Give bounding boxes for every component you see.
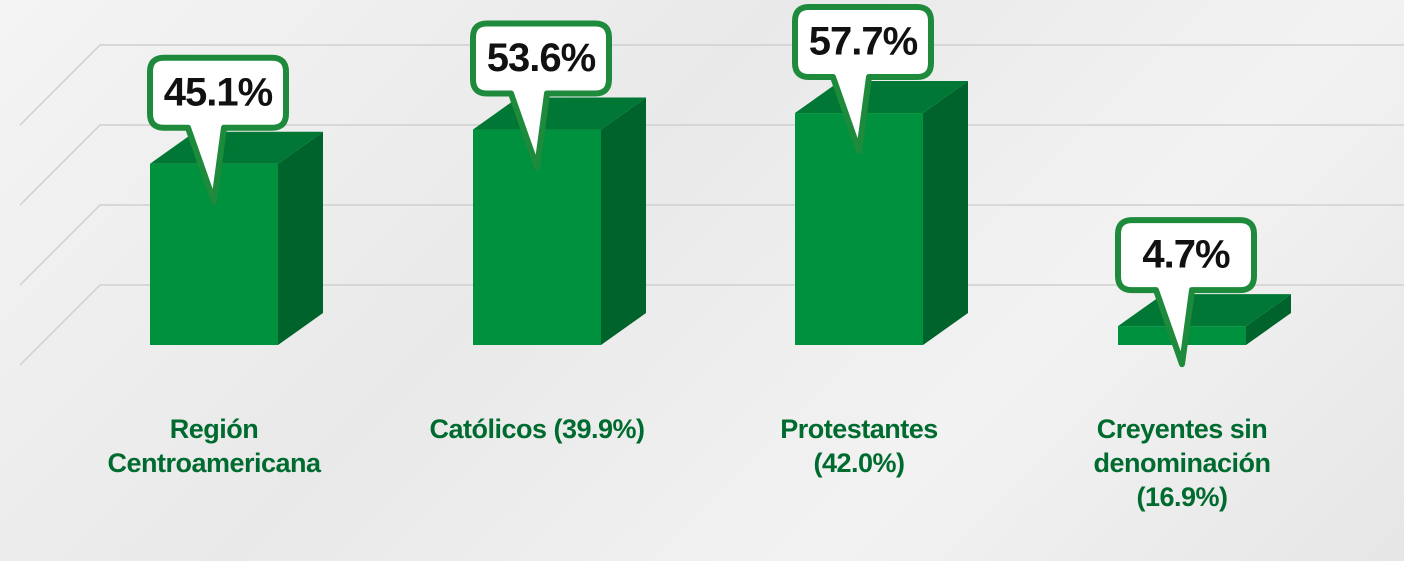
callout: 4.7%: [1115, 217, 1257, 368]
grid: [19, 44, 1404, 366]
grid-line: [19, 284, 1404, 366]
bar: [473, 97, 646, 345]
value-label: 45.1%: [164, 70, 273, 114]
x-tick-label: Protestantes (42.0%): [780, 414, 938, 478]
grid-line: [19, 204, 1404, 286]
callout-bubble: [147, 54, 289, 205]
callout: 57.7%: [792, 4, 934, 155]
bar: [795, 81, 968, 346]
value-label: 57.7%: [809, 20, 918, 64]
callout-bubble: [792, 4, 934, 155]
value-label: 53.6%: [487, 36, 596, 80]
x-tick-label: Católicos (39.9%): [429, 414, 645, 444]
grid-line: [19, 124, 1404, 206]
callout: 45.1%: [147, 54, 289, 205]
callout-bubble: [470, 20, 612, 171]
bar-side: [1246, 294, 1291, 345]
callout: 53.6%: [470, 20, 612, 171]
bar: [1118, 294, 1291, 345]
x-tick-label: Creyentes sin denominación (16.9%): [1093, 414, 1271, 512]
bar-side: [278, 131, 323, 345]
bar-side: [601, 97, 646, 345]
bar-side: [923, 81, 968, 346]
grid-line: [19, 44, 1404, 126]
bar: [150, 131, 323, 345]
x-tick-label: Región Centroamericana: [107, 414, 321, 478]
callout-bubble: [1115, 217, 1257, 368]
value-label: 4.7%: [1142, 233, 1230, 277]
